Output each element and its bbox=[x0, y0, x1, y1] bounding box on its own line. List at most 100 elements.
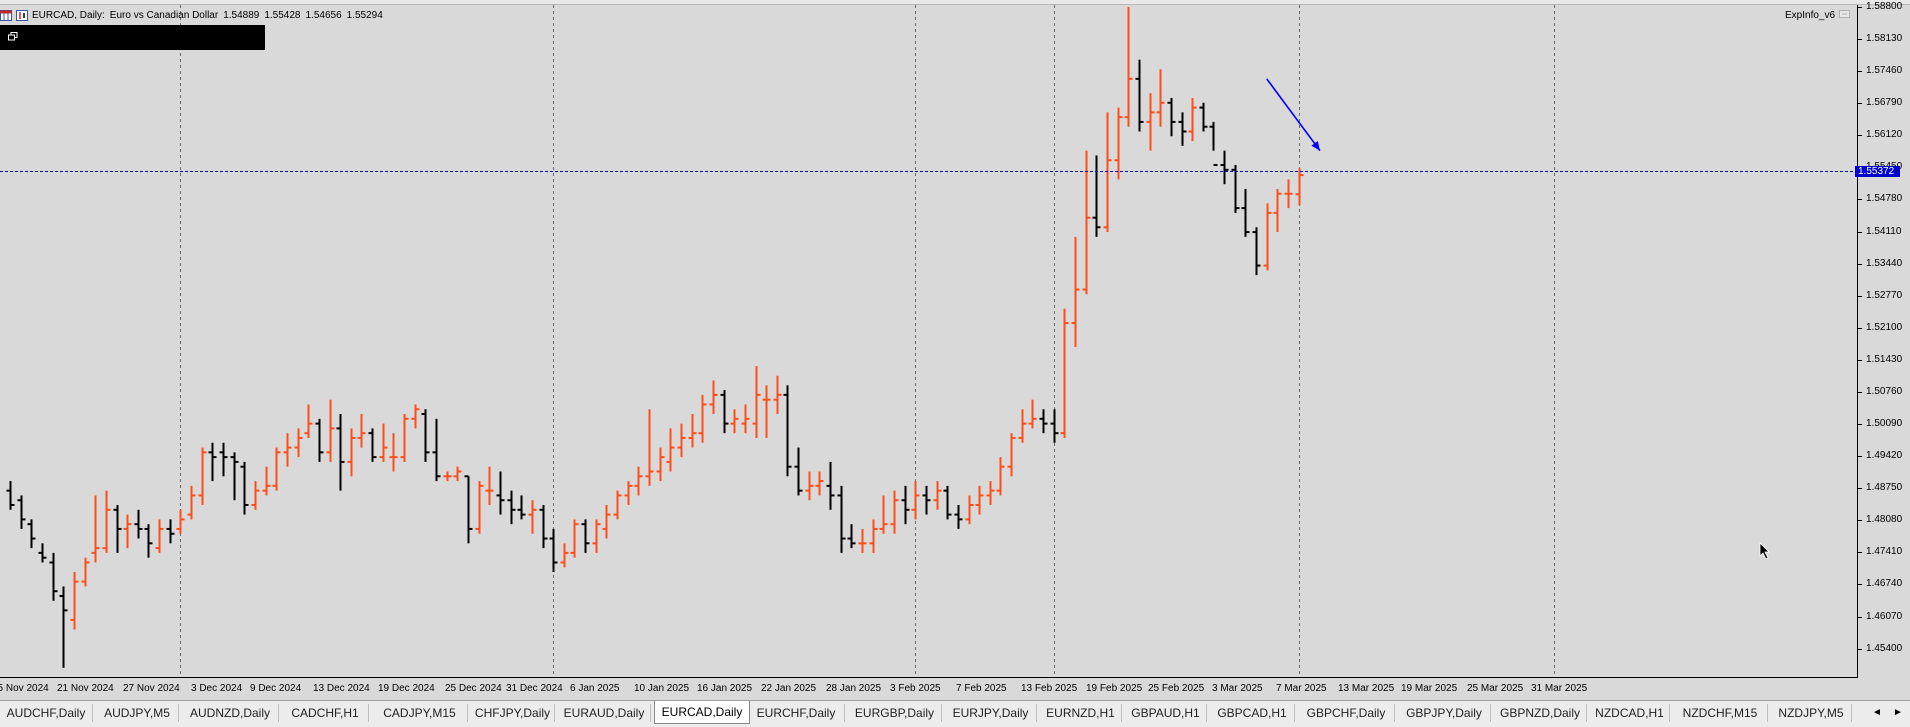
time-tick-label: 6 Jan 2025 bbox=[570, 683, 620, 694]
chart-window[interactable]: 1.58800 1.58130 1.57460 1.56790 1.56120 1.554… bbox=[0, 0, 1910, 700]
ohlc-bar bbox=[847, 524, 856, 549]
chart-tab[interactable]: NZDJPY,M5 bbox=[1771, 704, 1852, 722]
price-tick-label: 1.52100 bbox=[1866, 321, 1903, 333]
chart-tab[interactable]: AUDNZD,Daily bbox=[182, 704, 279, 722]
chart-title-bar: EURCAD, Daily: Euro vs Canadian Dollar 1… bbox=[0, 7, 383, 23]
indicator-panel[interactable] bbox=[0, 25, 265, 50]
price-tick-label: 1.48080 bbox=[1866, 514, 1903, 526]
chart-tab[interactable]: EURCHF,Daily bbox=[748, 704, 845, 722]
ohlc-bar bbox=[240, 461, 249, 515]
time-tick-label: 31 Dec 2024 bbox=[506, 683, 563, 694]
price-tick-label: 1.54110 bbox=[1866, 225, 1902, 237]
ohlc-bar bbox=[102, 490, 111, 553]
time-tick-label: 19 Feb 2025 bbox=[1086, 683, 1143, 694]
chart-tab[interactable]: GBPAUD,H1 bbox=[1125, 704, 1207, 722]
ohlc-bar bbox=[1188, 97, 1197, 142]
annotation-arrow-head bbox=[1311, 141, 1320, 151]
price-tick-mark bbox=[1858, 263, 1862, 265]
ohlc-bar bbox=[1252, 227, 1261, 276]
mouse-pointer-icon bbox=[1759, 542, 1771, 563]
price-tick-mark bbox=[1858, 231, 1862, 233]
price-tick-mark bbox=[1858, 39, 1862, 41]
ohlc-bar bbox=[730, 409, 739, 434]
ohlc-bar bbox=[986, 481, 995, 506]
ohlc-bar bbox=[1124, 7, 1133, 127]
price-tick-label: 1.49420 bbox=[1866, 450, 1903, 462]
price-tick-label: 1.50760 bbox=[1866, 385, 1903, 397]
ohlc-bar bbox=[602, 505, 611, 539]
chart-tab[interactable]: GBPCHF,Daily bbox=[1298, 704, 1395, 722]
price-tick-mark bbox=[1858, 584, 1862, 586]
ohlc-bar bbox=[528, 500, 537, 534]
ohlc-bar bbox=[1263, 203, 1272, 271]
tabs-scroll-right-button[interactable]: ► bbox=[1893, 707, 1903, 718]
chart-tab[interactable]: GBPJPY,Daily bbox=[1398, 704, 1491, 722]
ohlc-bar bbox=[634, 466, 643, 496]
ohlc-bar bbox=[166, 519, 175, 544]
chart-tab[interactable]: CADCHF,H1 bbox=[282, 704, 369, 722]
ohlc-bar bbox=[901, 485, 910, 525]
ohlc-bar bbox=[720, 390, 729, 434]
price-tick-mark bbox=[1858, 199, 1862, 201]
ohlc-bar bbox=[1135, 59, 1144, 132]
chart-tab[interactable]: CADJPY,M15 bbox=[372, 704, 468, 722]
chart-tab[interactable]: CHFJPY,Daily bbox=[471, 704, 555, 722]
chart-tab[interactable]: EURAUD,Daily bbox=[558, 704, 651, 722]
ohlc-bar bbox=[134, 509, 143, 539]
time-axis[interactable]: 15 Nov 2024 21 Nov 2024 27 Nov 2024 3 Dec 2… bbox=[0, 677, 1858, 701]
price-tick-label: 1.46070 bbox=[1866, 610, 1903, 622]
price-tick-mark bbox=[1858, 648, 1862, 650]
price-axis[interactable]: 1.588001.581301.574601.567901.561201.554… bbox=[1858, 1, 1910, 677]
ohlc-bar bbox=[1209, 121, 1218, 167]
ohlc-bar bbox=[507, 490, 516, 525]
ohlc-bar bbox=[1028, 399, 1037, 429]
ohlc-bar bbox=[17, 495, 26, 529]
chart-tab[interactable]: GBPCAD,H1 bbox=[1210, 704, 1295, 722]
ohlc-bar bbox=[1156, 69, 1165, 127]
ohlc-bar bbox=[208, 442, 217, 482]
tabs-scroll-left-button[interactable]: ◄ bbox=[1872, 707, 1882, 718]
chart-tab[interactable]: EURGBP,Daily bbox=[848, 704, 942, 722]
ohlc-bar bbox=[869, 519, 878, 553]
ohlc-bar bbox=[262, 466, 271, 496]
price-tick-mark bbox=[1858, 488, 1862, 490]
price-tick-label: 1.51430 bbox=[1866, 353, 1903, 365]
ohlc-bar bbox=[315, 418, 324, 462]
ohlc-bar bbox=[911, 481, 920, 520]
ohlc-bar bbox=[304, 404, 313, 438]
ohlc-bar bbox=[975, 485, 984, 515]
ohlc-bar bbox=[1231, 165, 1240, 213]
ohlc-bar bbox=[1146, 93, 1155, 151]
indicator-flag-icon bbox=[1839, 9, 1851, 22]
ohlc-bar bbox=[890, 490, 899, 534]
ohlc-high: 1.55428 bbox=[264, 9, 301, 21]
ohlc-low: 1.54656 bbox=[305, 9, 342, 21]
time-tick-label: 15 Nov 2024 bbox=[0, 683, 49, 694]
chart-tab[interactable]: AUDCHF,Daily bbox=[0, 704, 93, 722]
chart-bars-icon[interactable] bbox=[16, 9, 28, 21]
chart-tab[interactable]: GBPNZD,Daily bbox=[1494, 704, 1587, 722]
ohlc-bar bbox=[336, 414, 345, 491]
price-tick-label: 1.46740 bbox=[1866, 578, 1903, 590]
ohlc-bar bbox=[496, 471, 505, 515]
chart-tab[interactable]: NZDCAD,H1 bbox=[1590, 704, 1670, 722]
chart-plot-area[interactable] bbox=[0, 5, 1857, 677]
ohlc-bar bbox=[922, 485, 931, 515]
ohlc-bar bbox=[411, 404, 420, 429]
chart-tab[interactable]: EURCAD,Daily bbox=[654, 701, 750, 724]
chart-tab[interactable]: AUDJPY,M5 bbox=[96, 704, 179, 722]
ohlc-bar bbox=[389, 433, 398, 472]
chart-tab[interactable]: EURNZD,H1 bbox=[1040, 704, 1122, 722]
ohlc-bar bbox=[70, 572, 79, 630]
chart-tab[interactable]: EURJPY,Daily bbox=[945, 704, 1037, 722]
chart-tab[interactable]: NZDCHF,M15 bbox=[1673, 704, 1768, 722]
restore-window-icon[interactable] bbox=[8, 32, 18, 44]
time-tick-label: 21 Nov 2024 bbox=[57, 683, 114, 694]
ohlc-bar bbox=[443, 471, 452, 482]
ohlc-bar bbox=[294, 428, 303, 458]
price-tick-label: 1.58130 bbox=[1866, 33, 1903, 45]
ohlc-bar bbox=[198, 447, 207, 506]
calendar-grid-icon[interactable] bbox=[0, 9, 12, 21]
ohlc-bar bbox=[155, 519, 164, 553]
price-tick-mark bbox=[1858, 456, 1862, 458]
